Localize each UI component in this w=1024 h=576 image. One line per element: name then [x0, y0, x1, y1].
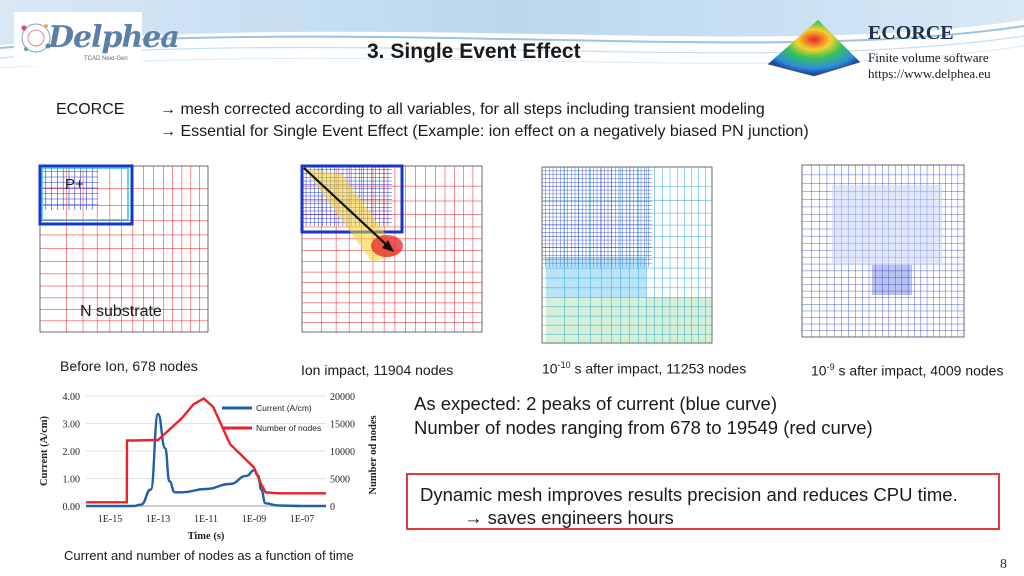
- intro-bullet-1: → mesh corrected according to all variab…: [160, 101, 765, 118]
- page-number: 8: [1000, 557, 1007, 572]
- page-title: 3. Single Event Effect: [367, 40, 581, 63]
- mesh-grid: [302, 166, 482, 332]
- mesh-panel-1e-10s: [541, 166, 713, 344]
- substrate-region: [546, 297, 712, 343]
- series-current-line: [86, 412, 326, 508]
- mesh-frame: [541, 166, 713, 344]
- caption-1e-10s: 10-10 s after impact, 11253 nodes: [542, 360, 747, 377]
- x-axis-label: Time (s): [188, 531, 225, 542]
- diffusion-region: [546, 257, 646, 297]
- ecorce-subtitle: Finite volume software: [868, 50, 989, 65]
- y-tick-left-label: 3.00: [63, 420, 81, 431]
- x-tick-label: 1E-11: [194, 514, 218, 525]
- n-substrate-label: N substrate: [80, 303, 162, 320]
- ecorce-label: ECORCE: [56, 101, 125, 118]
- series-nodes-line: [86, 397, 326, 504]
- highlight-box: Dynamic mesh improves results precision …: [406, 473, 1000, 530]
- header-swoosh: [0, 0, 1024, 69]
- y-tick-right-label: 20000: [330, 392, 355, 403]
- logo-subtitle: TCAD Next-Gen: [84, 56, 128, 62]
- y-tick-right-label: 0: [330, 502, 335, 513]
- ecorce-title: ECORCE: [868, 22, 954, 44]
- y-tick-left-label: 4.00: [63, 392, 81, 403]
- delphea-logo: Delphea TCAD Next-Gen: [14, 12, 180, 66]
- y-axis-left-label: Current (A/cm): [39, 415, 50, 486]
- x-tick-label: 1E-09: [242, 514, 266, 525]
- logo-text: Delphea: [48, 20, 180, 55]
- caption-before-ion: Before Ion, 678 nodes: [60, 358, 198, 374]
- y-axis-right-label: Number od nodes: [368, 415, 379, 494]
- mesh-grid: [40, 166, 98, 210]
- mesh-panel-ion-impact: [300, 164, 483, 333]
- refined-region: [832, 185, 942, 265]
- y-tick-right-label: 15000: [330, 420, 355, 431]
- y-tick-right-label: 10000: [330, 447, 355, 458]
- molecule-icon: [21, 23, 51, 53]
- highlight-line-2: → saves engineers hours: [464, 507, 674, 528]
- current-nodes-chart: 0.00 1.00 2.00 3.00 4.00 0 5000 10000 15000 20000…: [39, 392, 379, 542]
- mesh-grid: [542, 167, 652, 267]
- x-tick-label: 1E-15: [98, 514, 122, 525]
- message-line-2: Number of nodes ranging from 678 to 1954…: [414, 417, 873, 438]
- ion-arrow-head: [382, 240, 394, 252]
- legend-label: Current (A/cm): [256, 403, 312, 413]
- junction-contour: [41, 167, 129, 221]
- y-tick-left-label: 0.00: [63, 502, 81, 513]
- impact-region: [872, 265, 912, 295]
- mesh-panel-before-ion: [38, 164, 209, 333]
- ecorce-url[interactable]: https://www.delphea.eu: [868, 66, 991, 81]
- ion-arrow: [303, 167, 393, 251]
- y-tick-right-label: 5000: [330, 475, 350, 486]
- caption-1e-9s: 10-9 s after impact, 4009 nodes: [811, 362, 1004, 379]
- caption-ion-impact: Ion impact, 11904 nodes: [301, 362, 454, 378]
- p-plus-label: P+: [65, 176, 84, 193]
- mesh-grid: [40, 166, 208, 332]
- surface-plot-graphic: [767, 20, 861, 77]
- x-tick-label: 1E-13: [146, 514, 170, 525]
- legend-label: Number of nodes: [256, 423, 321, 433]
- y-tick-left-label: 2.00: [63, 447, 81, 458]
- chart-caption: Current and number of nodes as a functio…: [64, 548, 354, 563]
- highlight-line-1: Dynamic mesh improves results precision …: [420, 484, 958, 505]
- x-tick-label: 1E-07: [290, 514, 314, 525]
- message-line-1: As expected: 2 peaks of current (blue cu…: [414, 393, 777, 414]
- intro-bullet-2: → Essential for Single Event Effect (Exa…: [160, 123, 809, 140]
- y-tick-left-label: 1.00: [63, 475, 81, 486]
- mesh-panel-1e-9s: [801, 164, 965, 338]
- junction-boundary: [38, 164, 134, 226]
